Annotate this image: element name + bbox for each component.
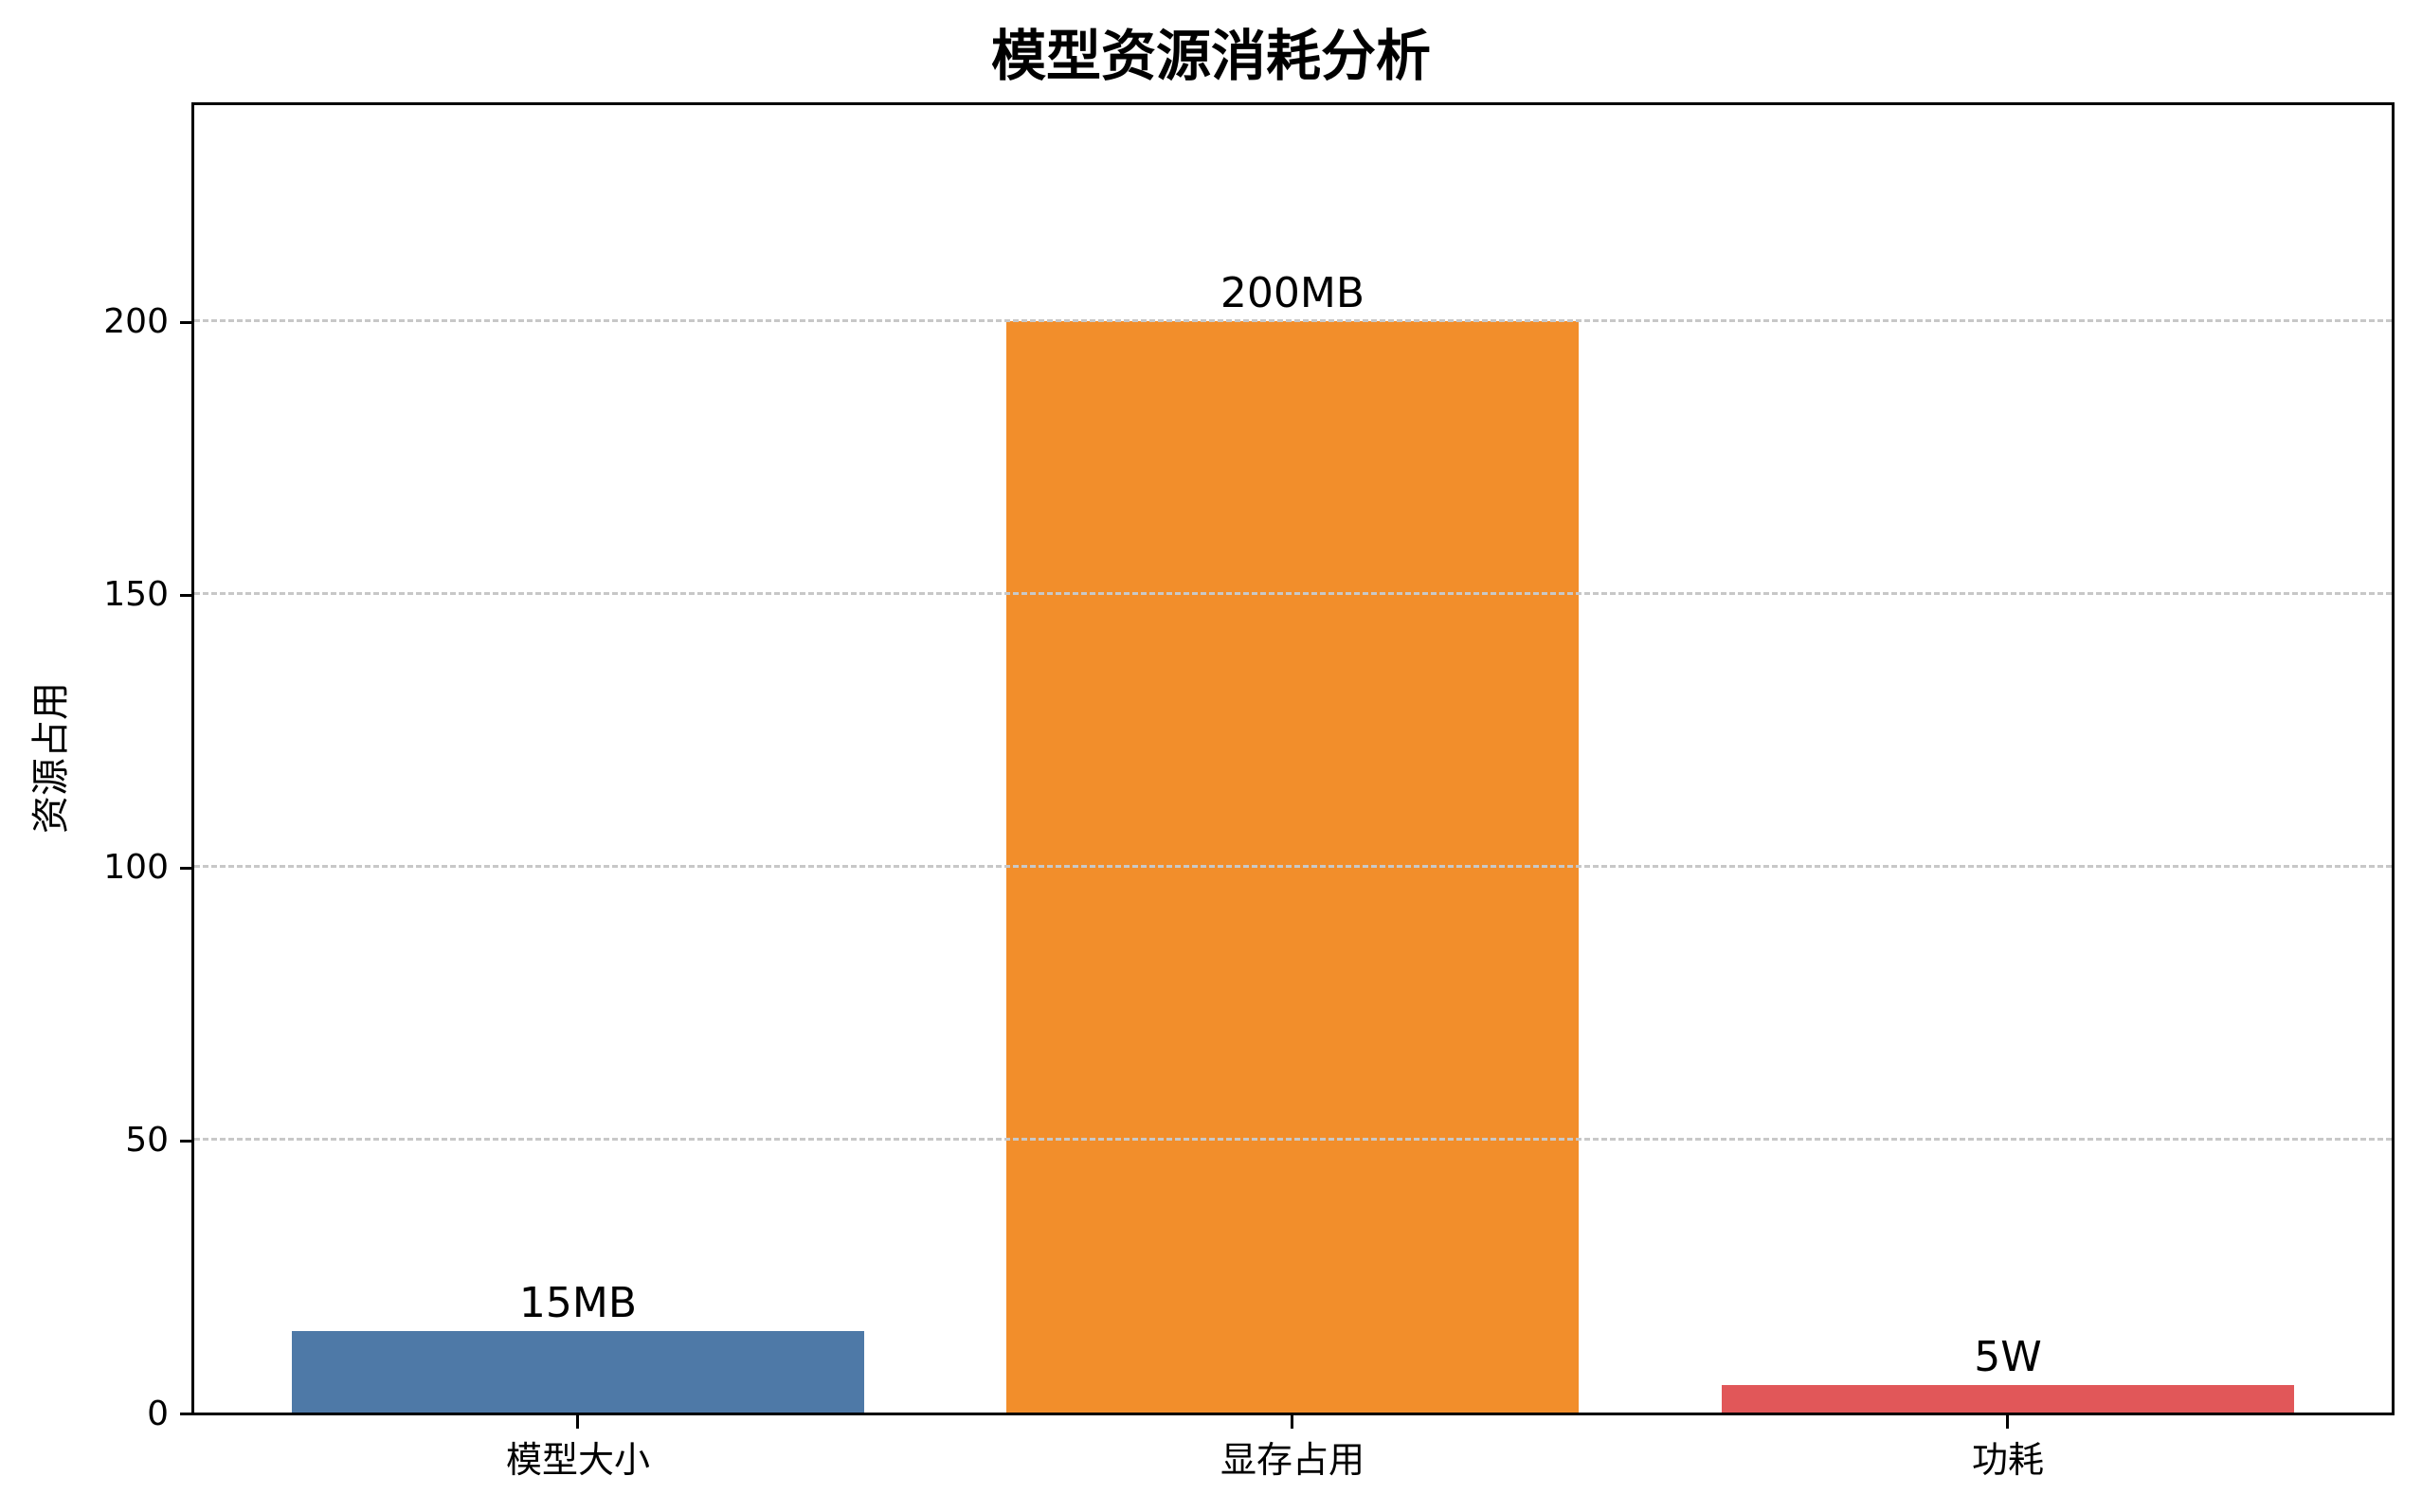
x-tick-mark: [2006, 1415, 2009, 1429]
y-tick-label: 200: [103, 302, 169, 341]
y-axis-label: 资源占用: [29, 682, 73, 834]
y-tick-mark: [180, 1139, 191, 1143]
x-tick-label: 功耗: [1971, 1439, 2044, 1481]
y-tick-label: 100: [103, 848, 169, 888]
y-tick-mark: [180, 866, 191, 870]
x-tick-mark: [576, 1415, 579, 1429]
chart-title: 模型资源消耗分析: [990, 24, 1431, 88]
x-tick-mark: [1291, 1415, 1293, 1429]
x-tick-label: 显存占用: [1220, 1439, 1365, 1481]
y-tick-label: 50: [125, 1121, 169, 1161]
bar-value-label: 200MB: [1220, 268, 1365, 317]
plot-area: 15MB 200MB 5W: [191, 102, 2395, 1415]
y-tick-mark: [180, 1413, 191, 1415]
grid-line: [194, 1138, 2392, 1142]
bar-value-label: 5W: [1974, 1333, 2042, 1382]
bar-value-label: 15MB: [518, 1278, 638, 1327]
y-tick-label: 150: [103, 575, 169, 615]
grid-line: [194, 592, 2392, 596]
bar-2: [1722, 1385, 2294, 1413]
y-tick-mark: [180, 320, 191, 324]
grid-line: [194, 319, 2392, 322]
y-tick-label: 0: [147, 1394, 169, 1433]
y-tick-mark: [180, 593, 191, 597]
bar-0: [292, 1330, 864, 1413]
grid-line: [194, 865, 2392, 869]
x-tick-label: 模型大小: [505, 1439, 650, 1481]
